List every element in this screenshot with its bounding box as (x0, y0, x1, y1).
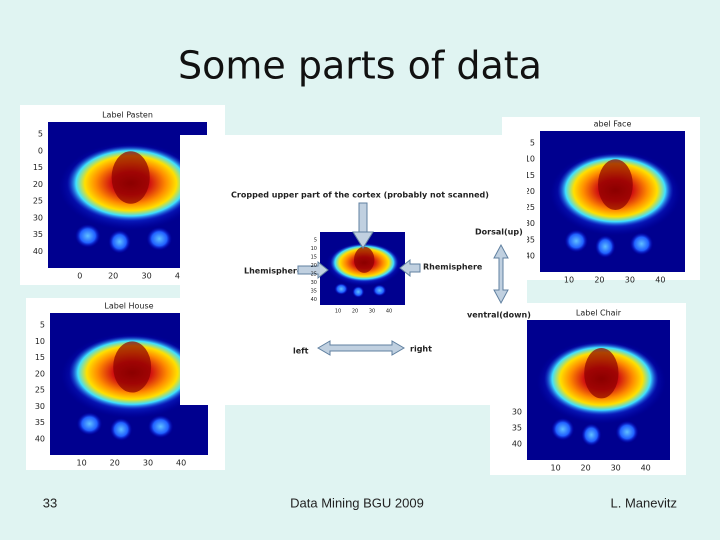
x-tick-label: 10 (551, 464, 561, 473)
y-tick-label: 35 (35, 418, 45, 427)
center-x-tick-label: 10 (335, 309, 341, 315)
center-y-tick-label: 35 (311, 289, 317, 295)
y-tick-label: 5 (530, 139, 535, 148)
x-tick-label: 40 (641, 464, 651, 473)
heatmap (540, 131, 685, 272)
cropped-note: Cropped upper part of the cortex (probab… (231, 191, 489, 200)
y-tick-label: 30 (35, 402, 45, 411)
left-label: left (293, 347, 309, 356)
center-y-tick-label: 40 (311, 297, 317, 303)
y-tick-label: 5 (38, 130, 43, 139)
y-tick-label: 40 (525, 251, 535, 260)
right-label: right (410, 345, 432, 354)
y-tick-label: 30 (525, 219, 535, 228)
arrow-horizontal (317, 340, 405, 356)
arrow-right (297, 260, 329, 280)
x-tick-label: 20 (108, 272, 118, 281)
y-tick-label: 40 (512, 440, 522, 449)
arrow-down-head (352, 231, 374, 249)
center-y-tick-label: 15 (311, 255, 317, 261)
panel-title: Label Chair (576, 309, 622, 318)
y-tick-label: 20 (35, 369, 45, 378)
y-tick-label: 20 (525, 187, 535, 196)
y-tick-label: 10 (35, 337, 45, 346)
x-tick-label: 40 (175, 272, 185, 281)
arrow-vertical (493, 243, 509, 305)
y-tick-label: 15 (35, 353, 45, 362)
heatmap (527, 320, 670, 460)
y-tick-label: 20 (33, 180, 43, 189)
center-y-tick-label: 5 (314, 238, 317, 244)
center-x-tick-label: 40 (386, 309, 392, 315)
center-y-tick-label: 20 (311, 263, 317, 269)
x-tick-label: 30 (141, 272, 151, 281)
x-tick-label: 20 (110, 459, 120, 468)
y-tick-label: 25 (33, 197, 43, 206)
y-tick-label: 40 (35, 434, 45, 443)
center-figure: Cropped upper part of the cortex (probab… (180, 135, 531, 405)
arrow-left (399, 258, 421, 278)
ventral-label: ventral(down) (467, 311, 531, 320)
l-hemisphere-label: Lhemisphere (244, 267, 303, 276)
panel-title: Label House (104, 302, 153, 311)
y-tick-label: 15 (525, 171, 535, 180)
y-tick-label: 5 (40, 321, 45, 330)
slide-number: 33 (43, 495, 57, 510)
x-tick-label: 30 (611, 464, 621, 473)
y-tick-label: 35 (525, 235, 535, 244)
dorsal-label: Dorsal(up) (475, 228, 523, 237)
x-tick-label: 0 (77, 272, 82, 281)
panel-title: abel Face (594, 120, 632, 129)
center-x-tick-label: 20 (352, 309, 358, 315)
y-tick-label: 30 (512, 408, 522, 417)
x-tick-label: 20 (594, 276, 604, 285)
arrow-down-shaft (358, 202, 368, 234)
center-y-tick-label: 10 (311, 246, 317, 252)
center-x-tick-label: 30 (369, 309, 375, 315)
x-tick-label: 30 (143, 459, 153, 468)
y-tick-label: 25 (525, 203, 535, 212)
y-tick-label: 25 (35, 386, 45, 395)
y-tick-label: 0 (38, 146, 43, 155)
panel-title: Label Pasten (102, 111, 153, 120)
footer-center: Data Mining BGU 2009 (290, 495, 424, 510)
y-tick-label: 30 (33, 213, 43, 222)
y-tick-label: 10 (525, 155, 535, 164)
y-tick-label: 40 (33, 247, 43, 256)
r-hemisphere-label: Rhemisphere (423, 263, 483, 272)
center-y-tick-label: 25 (311, 272, 317, 278)
footer-author: L. Manevitz (611, 495, 677, 510)
x-tick-label: 30 (625, 276, 635, 285)
slide-title: Some parts of data (178, 44, 542, 88)
x-tick-label: 20 (581, 464, 591, 473)
x-tick-label: 10 (77, 459, 87, 468)
y-tick-label: 35 (512, 424, 522, 433)
x-tick-label: 10 (564, 276, 574, 285)
x-tick-label: 40 (176, 459, 186, 468)
x-tick-label: 40 (655, 276, 665, 285)
y-tick-label: 35 (33, 230, 43, 239)
center-y-tick-label: 30 (311, 280, 317, 286)
y-tick-label: 15 (33, 163, 43, 172)
